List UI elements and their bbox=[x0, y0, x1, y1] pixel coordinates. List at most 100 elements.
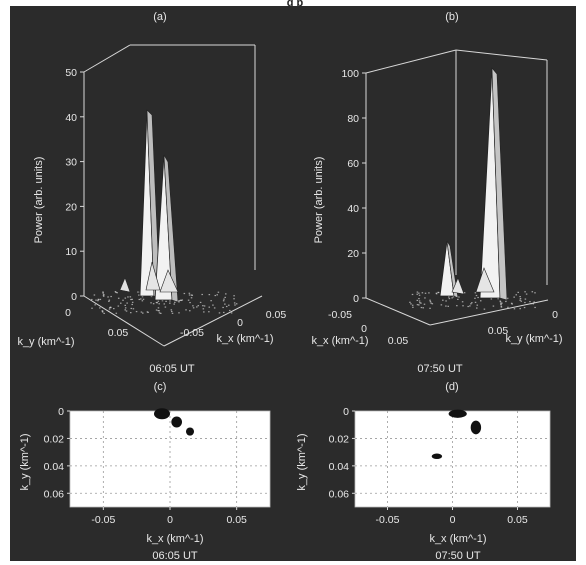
a-kx-tick-1: 0 bbox=[237, 317, 243, 329]
a-noise-speck bbox=[147, 311, 149, 312]
a-z-tick-label: 50 bbox=[65, 67, 77, 79]
b-noise-speck bbox=[418, 298, 420, 299]
a-noise-speck bbox=[165, 301, 167, 302]
a-noise-speck bbox=[219, 312, 221, 313]
d-y-tick-label: 0.06 bbox=[329, 488, 350, 500]
a-noise-speck bbox=[231, 312, 233, 313]
a-noise-speck bbox=[158, 301, 160, 302]
a-kx-label: k_x (km^-1) bbox=[216, 333, 273, 345]
b-noise-speck bbox=[519, 300, 521, 301]
c-y-tick-label: 0.04 bbox=[44, 461, 65, 473]
a-noise-speck bbox=[138, 295, 140, 296]
a-noise-speck bbox=[182, 299, 184, 300]
a-ky-tick-0: 0 bbox=[65, 307, 71, 319]
a-noise-speck bbox=[137, 291, 139, 292]
b-noise-speck bbox=[437, 292, 439, 293]
a-noise-speck bbox=[171, 309, 173, 310]
b-noise-speck bbox=[516, 294, 518, 295]
c-y-tick-label: 0.02 bbox=[44, 433, 65, 445]
a-noise-speck bbox=[212, 305, 214, 306]
a-noise-speck bbox=[236, 303, 238, 304]
a-noise-speck bbox=[185, 309, 187, 310]
a-noise-speck bbox=[124, 309, 126, 310]
b-noise-speck bbox=[534, 307, 536, 308]
a-noise-speck bbox=[234, 304, 236, 305]
b-noise-speck bbox=[491, 298, 493, 299]
a-noise-speck bbox=[224, 304, 226, 305]
a-noise-speck bbox=[157, 310, 159, 311]
b-noise-speck bbox=[436, 293, 438, 294]
a-noise-speck bbox=[201, 294, 203, 295]
b-noise-speck bbox=[419, 300, 421, 301]
a-noise-speck bbox=[180, 300, 182, 301]
a-noise-speck bbox=[153, 303, 155, 304]
b-z-tick-label: 100 bbox=[341, 68, 359, 80]
a-noise-speck bbox=[210, 300, 212, 301]
a-noise-speck bbox=[126, 302, 128, 303]
b-noise-speck bbox=[429, 300, 431, 301]
a-noise-speck bbox=[94, 294, 96, 295]
a-noise-speck bbox=[173, 303, 175, 304]
b-time-label: 07:50 UT bbox=[417, 363, 463, 375]
a-noise-speck bbox=[99, 307, 101, 308]
b-back-top-edge bbox=[366, 50, 456, 73]
b-noise-speck bbox=[424, 297, 426, 298]
d-y-tick-label: 0.02 bbox=[329, 433, 350, 445]
a-noise-speck bbox=[233, 298, 235, 299]
b-noise-speck bbox=[429, 308, 431, 309]
b-ky-axis bbox=[430, 300, 548, 325]
a-noise-speck bbox=[158, 303, 160, 304]
b-noise-speck bbox=[430, 303, 432, 304]
a-noise-speck bbox=[169, 300, 171, 301]
a-noise-speck bbox=[125, 307, 127, 308]
a-noise-speck bbox=[202, 305, 204, 306]
b-noise-speck bbox=[418, 304, 420, 305]
a-noise-speck bbox=[200, 302, 202, 303]
a-noise-speck bbox=[102, 310, 104, 311]
a-noise-speck bbox=[178, 301, 180, 302]
a-noise-speck bbox=[174, 302, 176, 303]
b-noise-speck bbox=[418, 293, 420, 294]
a-noise-speck bbox=[203, 308, 205, 309]
a-noise-speck bbox=[208, 311, 210, 312]
b-noise-speck bbox=[524, 291, 526, 292]
b-noise-speck bbox=[475, 302, 477, 303]
a-noise-speck bbox=[191, 297, 193, 298]
d-x-tick-label: -0.05 bbox=[376, 514, 400, 526]
a-noise-speck bbox=[209, 307, 211, 308]
a-noise-speck bbox=[139, 299, 141, 300]
a-noise-speck bbox=[103, 296, 105, 297]
a-noise-speck bbox=[228, 305, 230, 306]
b-noise-speck bbox=[470, 303, 472, 304]
b-ky-label: k_y (km^-1) bbox=[505, 333, 562, 345]
b-noise-speck bbox=[441, 304, 443, 305]
b-noise-speck bbox=[410, 303, 412, 304]
a-noise-speck bbox=[124, 305, 126, 306]
b-noise-speck bbox=[484, 309, 486, 310]
b-noise-speck bbox=[423, 307, 425, 308]
a-noise-speck bbox=[214, 307, 216, 308]
b-kx-tick-1: 0 bbox=[361, 323, 367, 335]
b-noise-speck bbox=[422, 292, 424, 293]
b-noise-speck bbox=[519, 296, 521, 297]
a-noise-speck bbox=[110, 307, 112, 308]
a-noise-speck bbox=[215, 295, 217, 296]
d-ky-label: k_y (km^-1) bbox=[296, 433, 308, 490]
b-z-label: Power (arb. units) bbox=[313, 157, 325, 244]
b-kx-label: k_x (km^-1) bbox=[311, 335, 368, 347]
b-noise-speck bbox=[526, 293, 528, 294]
a-noise-speck bbox=[150, 302, 152, 303]
a-noise-speck bbox=[122, 300, 124, 301]
a-noise-speck bbox=[189, 302, 191, 303]
a-noise-speck bbox=[142, 313, 144, 314]
c-x-tick-label: -0.05 bbox=[91, 514, 115, 526]
a-noise-speck bbox=[192, 295, 194, 296]
a-noise-speck bbox=[118, 305, 120, 306]
a-z-tick-label: 30 bbox=[65, 157, 77, 169]
b-noise-speck bbox=[525, 298, 527, 299]
a-noise-speck bbox=[178, 312, 180, 313]
a-noise-speck bbox=[109, 308, 111, 309]
a-noise-speck bbox=[156, 302, 158, 303]
